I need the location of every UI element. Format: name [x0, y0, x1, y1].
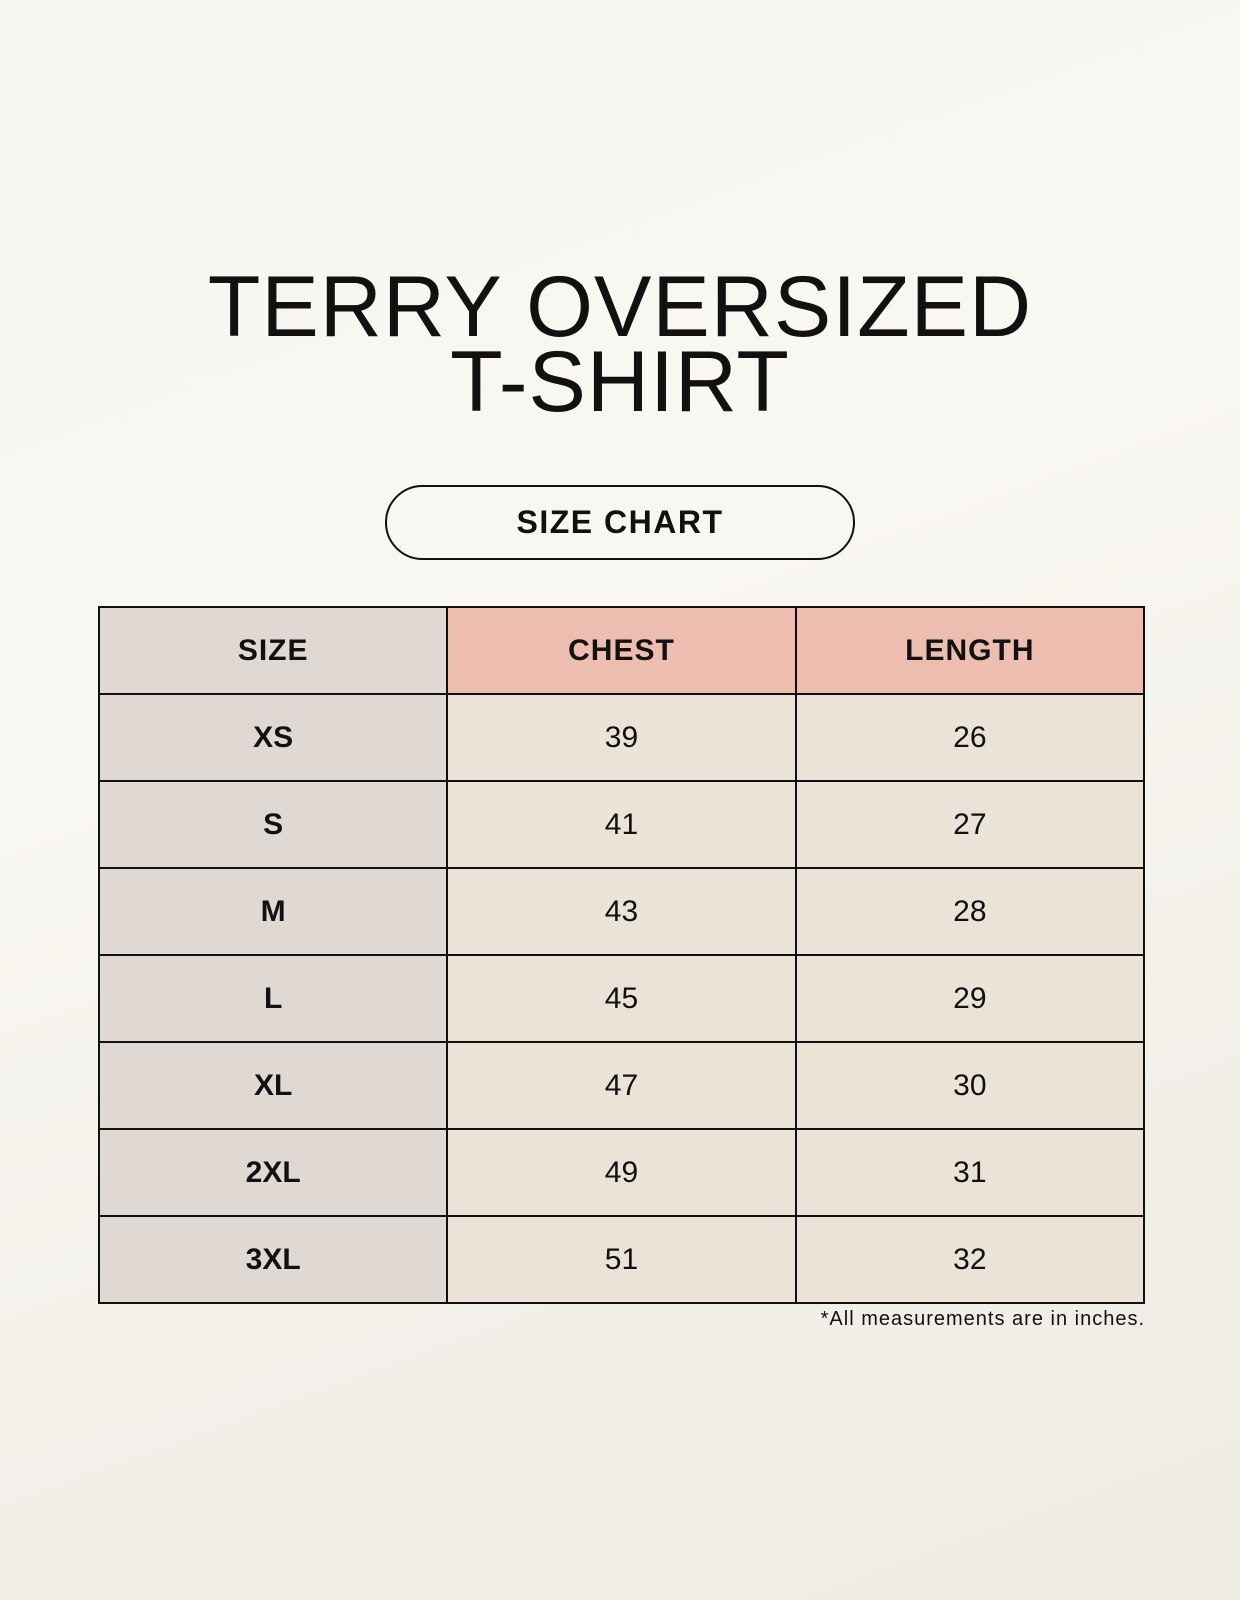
cell-length: 26 [794, 693, 1146, 782]
header-size: SIZE [97, 606, 449, 695]
table-row: M 43 28 [97, 867, 1146, 956]
header-chest: CHEST [446, 606, 797, 695]
cell-chest: 39 [446, 693, 797, 782]
page-title: TERRY OVERSIZED T-SHIRT [0, 259, 1240, 430]
cell-chest: 49 [446, 1128, 797, 1217]
size-chart-badge: SIZE CHART [385, 485, 855, 560]
cell-size: S [97, 780, 449, 869]
cell-chest: 45 [446, 954, 797, 1043]
footnote: *All measurements are in inches. [820, 1308, 1145, 1330]
table-row: S 41 27 [97, 780, 1146, 869]
table-row: 2XL 49 31 [97, 1128, 1146, 1217]
cell-size: M [97, 867, 449, 956]
cell-chest: 51 [446, 1215, 797, 1304]
cell-size: 3XL [97, 1215, 449, 1304]
header-length: LENGTH [794, 606, 1146, 695]
table-row: XL 47 30 [97, 1041, 1146, 1130]
cell-size: XL [97, 1041, 449, 1130]
cell-length: 29 [794, 954, 1146, 1043]
cell-length: 32 [794, 1215, 1146, 1304]
cell-size: XS [97, 693, 449, 782]
cell-length: 30 [794, 1041, 1146, 1130]
cell-length: 31 [794, 1128, 1146, 1217]
cell-chest: 43 [446, 867, 797, 956]
cell-length: 28 [794, 867, 1146, 956]
title-line-2: T-SHIRT [450, 334, 790, 430]
table-header-row: SIZE CHEST LENGTH [97, 606, 1146, 695]
size-table: SIZE CHEST LENGTH XS 39 26 S 41 27 M 43 28 L 45 29 X… [97, 606, 1146, 1304]
cell-chest: 41 [446, 780, 797, 869]
cell-size: L [97, 954, 449, 1043]
table-row: L 45 29 [97, 954, 1146, 1043]
cell-length: 27 [794, 780, 1146, 869]
title-line-1: TERRY OVERSIZED [207, 259, 1033, 355]
cell-size: 2XL [97, 1128, 449, 1217]
table-row: 3XL 51 32 [97, 1215, 1146, 1304]
table-row: XS 39 26 [97, 693, 1146, 782]
cell-chest: 47 [446, 1041, 797, 1130]
